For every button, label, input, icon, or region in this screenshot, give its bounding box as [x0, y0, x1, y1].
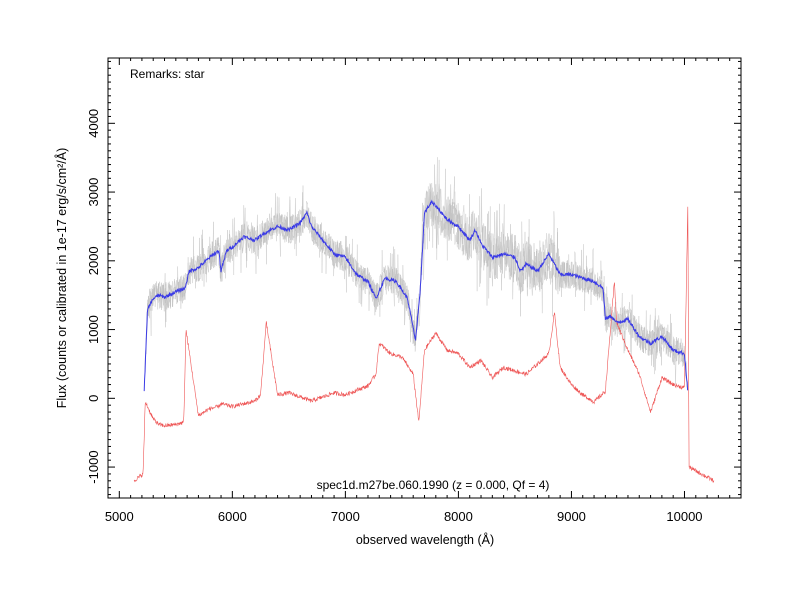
smoothed-flux-series: [143, 199, 689, 392]
smoothed-flux-line: [143, 199, 689, 392]
plot-area: [108, 58, 741, 498]
x-tick-label: 7000: [331, 509, 360, 524]
x-tick-label: 9000: [557, 509, 586, 524]
y-tick-label: 3000: [86, 178, 101, 207]
remarks-label: Remarks: star: [130, 67, 205, 81]
y-tick-label: -1000: [86, 450, 101, 483]
x-tick-label: 8000: [444, 509, 473, 524]
y-tick-label: 4000: [86, 109, 101, 138]
x-tick-label: 6000: [218, 509, 247, 524]
raw-flux-trace: [144, 157, 687, 385]
x-tick-label: 5000: [105, 509, 134, 524]
axis-ticks: 5000 6000 7000 8000 9000 10000 -1000 0 1000 2000 3…: [86, 58, 741, 524]
y-tick-label: 1000: [86, 315, 101, 344]
y-tick-label: 2000: [86, 246, 101, 275]
x-tick-label: 10000: [666, 509, 702, 524]
error-series: [133, 206, 715, 483]
error-line: [133, 206, 715, 483]
object-label: spec1d.m27be.060.1990 (z = 0.000, Qf = 4…: [317, 478, 550, 492]
y-axis-title: Flux (counts or calibrated in 1e-17 erg/…: [54, 148, 69, 409]
x-axis-title: observed wavelength (Å): [356, 532, 494, 547]
y-tick-label: 0: [86, 395, 101, 402]
